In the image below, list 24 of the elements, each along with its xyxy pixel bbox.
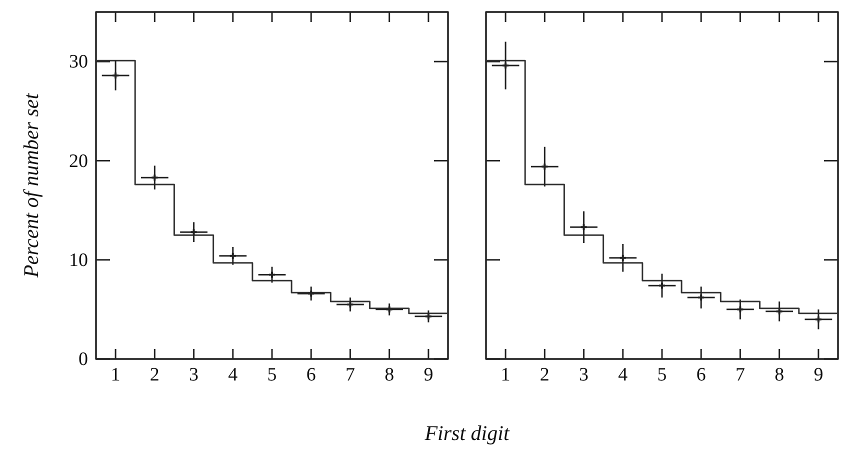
x-tick-label: 9 (814, 364, 824, 386)
x-tick-label: 1 (110, 364, 120, 386)
x-tick-label: 2 (150, 364, 160, 386)
x-tick-label: 8 (774, 364, 784, 386)
x-tick-label: 6 (306, 364, 316, 386)
x-tick-label: 3 (579, 364, 589, 386)
x-axis-title: First digit (424, 421, 510, 445)
y-tick-label: 20 (69, 150, 88, 172)
x-tick-label: 8 (384, 364, 394, 386)
x-tick-label: 4 (228, 364, 238, 386)
y-axis-title: Percent of number set (19, 92, 43, 279)
x-tick-label: 4 (618, 364, 628, 386)
x-tick-label: 5 (267, 364, 277, 386)
x-tick-label: 2 (540, 364, 550, 386)
x-tick-label: 1 (500, 364, 510, 386)
x-tick-label: 5 (657, 364, 667, 386)
x-tick-label: 9 (424, 364, 434, 386)
y-tick-label: 30 (69, 52, 88, 73)
y-tick-label: 10 (69, 250, 88, 271)
y-tick-label: 0 (78, 349, 88, 370)
x-tick-label: 7 (735, 364, 745, 386)
x-tick-label: 6 (696, 364, 706, 386)
x-tick-label: 7 (345, 364, 355, 386)
x-tick-label: 3 (189, 364, 199, 386)
